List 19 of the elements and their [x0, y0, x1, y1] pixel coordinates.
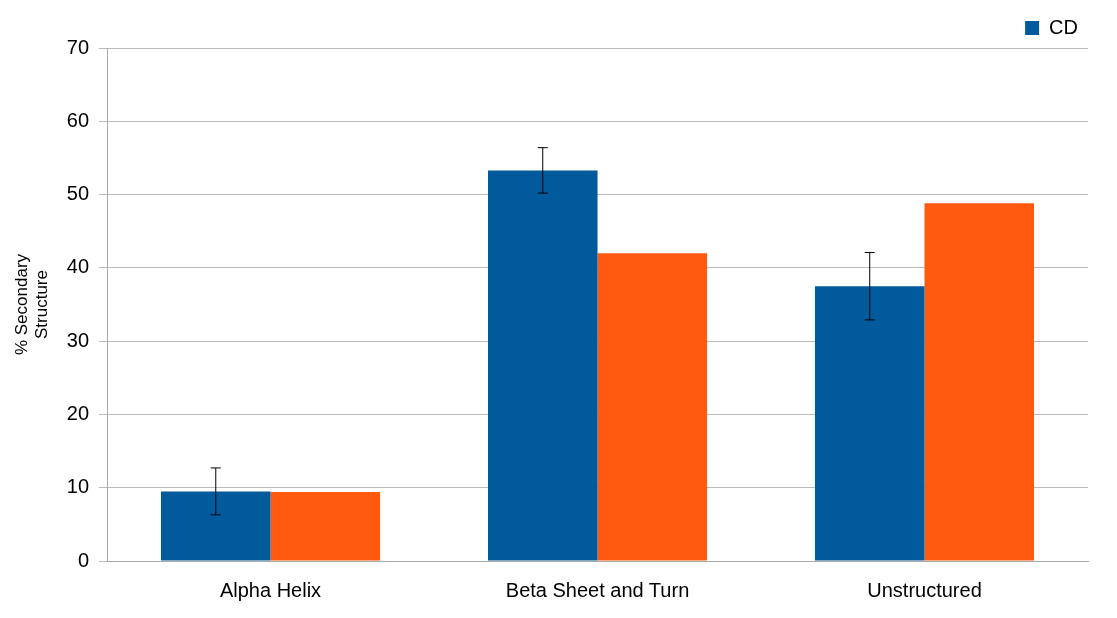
y-tick-label: 40 [66, 255, 90, 278]
bar [270, 492, 381, 561]
y-tick-label: 20 [66, 401, 90, 424]
bar [487, 170, 598, 561]
y-tick-label: 50 [66, 182, 90, 205]
x-tick-label: Beta Sheet and Turn [505, 578, 690, 601]
y-tick-label: 60 [66, 108, 90, 131]
y-tick-label: 10 [66, 475, 90, 498]
x-tick-label: Unstructured [867, 578, 982, 601]
legend-label: CD [1049, 15, 1078, 38]
bar [161, 491, 271, 561]
y-tick-label: 70 [66, 35, 90, 58]
bar [814, 286, 925, 561]
y-axis-title: % Secondary Structure [11, 253, 52, 356]
bar [597, 253, 708, 561]
y-tick-label: 30 [66, 328, 90, 351]
y-tick-label: 0 [77, 548, 90, 571]
x-tick-label: Alpha Helix [219, 578, 322, 601]
bar [924, 203, 1035, 561]
